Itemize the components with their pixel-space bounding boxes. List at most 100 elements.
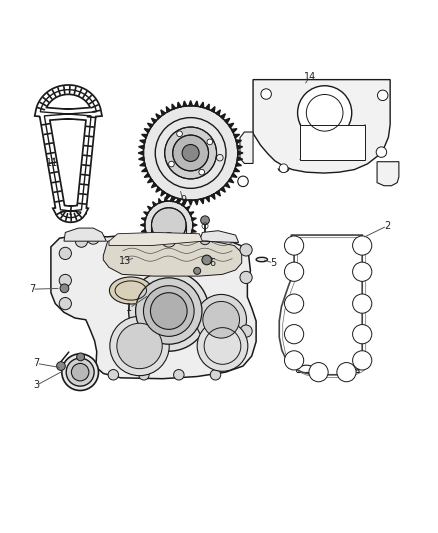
Polygon shape [166, 194, 170, 199]
Circle shape [71, 364, 89, 381]
Ellipse shape [129, 254, 142, 260]
Polygon shape [220, 114, 226, 119]
Circle shape [59, 297, 71, 310]
Circle shape [144, 106, 238, 200]
Circle shape [144, 286, 194, 336]
Polygon shape [172, 104, 176, 110]
Circle shape [136, 278, 202, 344]
Polygon shape [231, 173, 237, 177]
Polygon shape [238, 151, 243, 155]
Polygon shape [189, 101, 193, 106]
Circle shape [200, 234, 210, 245]
Polygon shape [138, 157, 144, 160]
Polygon shape [240, 132, 253, 164]
Polygon shape [144, 235, 148, 238]
Circle shape [59, 247, 71, 260]
Circle shape [87, 232, 99, 244]
Polygon shape [141, 229, 146, 232]
Polygon shape [237, 157, 243, 160]
Circle shape [59, 274, 71, 287]
Polygon shape [156, 114, 161, 119]
Polygon shape [159, 198, 162, 203]
Text: 7: 7 [33, 358, 39, 368]
Polygon shape [170, 197, 173, 201]
Polygon shape [140, 163, 145, 166]
Polygon shape [152, 183, 157, 188]
Polygon shape [211, 194, 215, 199]
Polygon shape [161, 110, 166, 115]
Polygon shape [165, 248, 167, 253]
Polygon shape [228, 123, 234, 128]
Polygon shape [153, 244, 156, 248]
Circle shape [337, 362, 356, 382]
Polygon shape [192, 218, 196, 221]
Circle shape [117, 323, 162, 369]
Polygon shape [141, 134, 147, 138]
Polygon shape [234, 134, 240, 138]
Circle shape [297, 86, 352, 140]
Polygon shape [165, 197, 167, 201]
Polygon shape [205, 104, 209, 110]
Circle shape [165, 127, 216, 179]
Circle shape [285, 351, 304, 370]
Polygon shape [189, 200, 193, 205]
Circle shape [285, 325, 304, 344]
Circle shape [150, 293, 187, 329]
Polygon shape [153, 201, 156, 206]
Circle shape [285, 262, 304, 281]
Circle shape [145, 201, 193, 249]
Circle shape [173, 369, 184, 380]
Circle shape [197, 321, 248, 372]
Circle shape [60, 284, 69, 293]
Polygon shape [220, 187, 226, 192]
Text: 6: 6 [209, 258, 215, 268]
Polygon shape [138, 151, 144, 155]
Polygon shape [148, 240, 152, 244]
Polygon shape [236, 163, 241, 166]
Polygon shape [166, 107, 170, 112]
Polygon shape [237, 146, 243, 149]
Circle shape [378, 90, 388, 101]
Polygon shape [103, 239, 242, 276]
Polygon shape [140, 140, 145, 143]
Circle shape [177, 131, 182, 136]
Polygon shape [141, 168, 147, 172]
Circle shape [66, 358, 94, 386]
Circle shape [203, 302, 240, 338]
Circle shape [207, 139, 212, 145]
Polygon shape [234, 168, 240, 172]
Circle shape [279, 164, 288, 173]
Polygon shape [51, 234, 256, 379]
Text: 5: 5 [270, 258, 277, 268]
Polygon shape [225, 183, 230, 188]
Polygon shape [205, 196, 209, 202]
Circle shape [150, 234, 161, 245]
Polygon shape [199, 231, 239, 243]
Circle shape [75, 235, 88, 247]
Polygon shape [144, 212, 148, 215]
Text: 1: 1 [127, 303, 133, 313]
Polygon shape [177, 198, 181, 204]
Circle shape [169, 161, 174, 167]
Polygon shape [377, 161, 399, 185]
Circle shape [77, 353, 85, 361]
Polygon shape [148, 123, 153, 128]
Circle shape [210, 369, 221, 380]
Polygon shape [216, 110, 220, 115]
Text: 11: 11 [46, 158, 58, 167]
Circle shape [108, 369, 119, 380]
Text: 14: 14 [304, 71, 316, 82]
Text: 7: 7 [29, 284, 35, 294]
Circle shape [57, 362, 65, 370]
Polygon shape [200, 198, 204, 204]
Circle shape [182, 144, 199, 161]
Circle shape [261, 89, 272, 99]
Circle shape [173, 135, 208, 171]
Polygon shape [228, 178, 234, 183]
Circle shape [240, 271, 252, 284]
Polygon shape [183, 199, 187, 205]
Polygon shape [176, 198, 179, 203]
Circle shape [110, 316, 169, 376]
Polygon shape [253, 79, 390, 173]
Circle shape [285, 236, 304, 255]
